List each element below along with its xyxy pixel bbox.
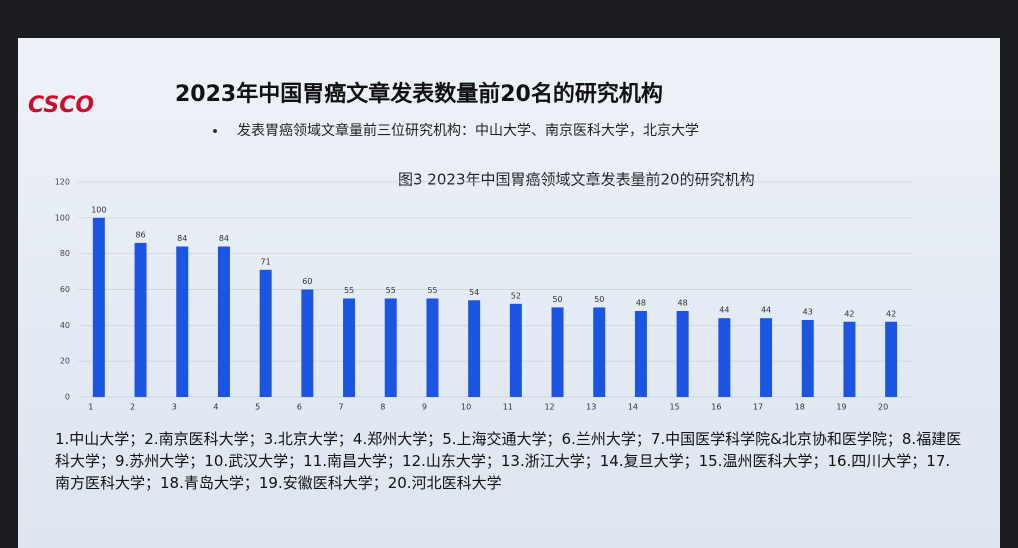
x-tick-label: 8 [380,403,385,412]
x-tick-label: 1 [88,403,93,412]
x-tick-label: 10 [461,403,471,412]
x-tick-label: 19 [836,403,846,412]
logo: CSCO [28,93,94,118]
x-tick-label: 14 [628,403,638,412]
bar [593,307,606,397]
bar [176,246,189,397]
data-label: 71 [261,257,271,266]
data-label: 84 [219,234,229,243]
data-label: 50 [552,295,562,304]
x-tick-label: 5 [255,403,260,412]
data-label: 42 [844,309,854,318]
data-label: 100 [91,205,106,214]
data-label: 48 [636,299,646,308]
y-tick-label: 80 [60,249,70,258]
bar [217,246,230,397]
data-label: 42 [886,309,896,318]
bar [801,319,814,397]
bar [676,311,689,397]
data-label: 84 [177,234,187,243]
bar [885,321,898,397]
bar [92,217,105,397]
chart-title: 图3 2023年中国胃癌领域文章发表量前20的研究机构 [398,171,755,189]
data-label: 55 [386,286,396,295]
bar [301,289,314,397]
bullet-dot [213,129,217,133]
x-tick-label: 13 [586,403,596,412]
x-tick-label: 9 [422,403,427,412]
data-label: 50 [594,295,604,304]
data-label: 55 [344,286,354,295]
bar [343,298,356,397]
data-label: 44 [761,306,771,315]
footnote: 1.中山大学；2.南京医科大学；3.北京大学；4.郑州大学；5.上海交通大学；6… [55,430,962,492]
data-label: 60 [302,277,312,286]
data-label: 44 [719,306,729,315]
x-tick-label: 6 [297,403,302,412]
y-tick-label: 120 [55,178,70,187]
x-tick-label: 7 [339,403,344,412]
x-tick-label: 4 [213,403,218,412]
bar [509,303,522,397]
data-label: 43 [803,307,813,316]
data-label: 86 [135,230,145,239]
x-tick-label: 11 [503,403,513,412]
y-tick-label: 60 [60,285,70,294]
x-tick-label: 15 [670,403,680,412]
data-label: 48 [678,299,688,308]
bar [760,318,773,397]
x-tick-label: 17 [753,403,763,412]
bar [384,298,397,397]
data-label: 55 [427,286,437,295]
x-tick-label: 2 [130,403,135,412]
bar [426,298,439,397]
x-tick-label: 20 [878,403,888,412]
x-tick-label: 16 [711,403,721,412]
bar [259,269,272,397]
bar [134,242,147,397]
x-tick-label: 12 [544,403,554,412]
x-tick-label: 3 [172,403,177,412]
data-label: 52 [511,291,521,300]
bar [634,311,647,397]
y-tick-label: 0 [65,393,70,402]
bullet-text: 发表胃癌领域文章量前三位研究机构：中山大学、南京医科大学，北京大学 [237,122,699,139]
y-tick-label: 20 [60,357,70,366]
data-label: 54 [469,288,479,297]
x-tick-label: 18 [795,403,805,412]
bar [718,318,731,397]
y-tick-label: 100 [55,213,70,222]
slide-title: 2023年中国胃癌文章发表数量前20名的研究机构 [175,81,663,107]
y-tick-label: 40 [60,321,70,330]
bar [468,300,481,397]
bar [551,307,564,397]
bar [843,321,856,397]
